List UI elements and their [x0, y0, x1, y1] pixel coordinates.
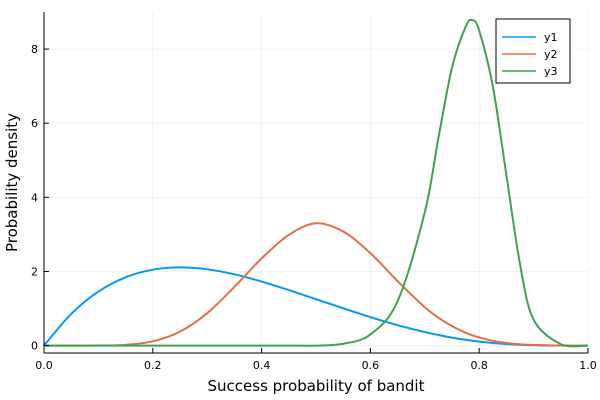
legend: y1 y2 y3 — [495, 18, 571, 84]
x-tick-label: 0.2 — [144, 359, 162, 372]
series-line-y2 — [43, 222, 589, 347]
legend-label: y2 — [544, 48, 558, 61]
y-tick-label: 0 — [31, 340, 38, 353]
x-tick-label: 1.0 — [579, 359, 597, 372]
axes — [43, 12, 589, 354]
y-tick-label: 8 — [31, 43, 38, 56]
x-axis-label: Success probability of bandit — [208, 377, 425, 395]
y-tick-label: 6 — [31, 117, 38, 130]
x-tick-label: 0.4 — [253, 359, 271, 372]
legend-box — [495, 18, 571, 84]
y-tick-label: 4 — [31, 191, 38, 204]
y-axis-label: Probability density — [3, 113, 21, 252]
series-line-y3 — [43, 18, 589, 348]
tick-labels: 0.0 0.2 0.4 0.6 0.8 1.0 0 2 4 6 8 — [31, 43, 597, 372]
y-tick-label: 2 — [31, 265, 38, 278]
legend-label: y3 — [544, 65, 558, 78]
x-tick-label: 0.8 — [470, 359, 488, 372]
legend-label: y1 — [544, 31, 558, 44]
series-line-y1 — [43, 266, 589, 347]
x-tick-label: 0.0 — [35, 359, 53, 372]
series-lines — [43, 18, 589, 348]
x-tick-label: 0.6 — [362, 359, 380, 372]
